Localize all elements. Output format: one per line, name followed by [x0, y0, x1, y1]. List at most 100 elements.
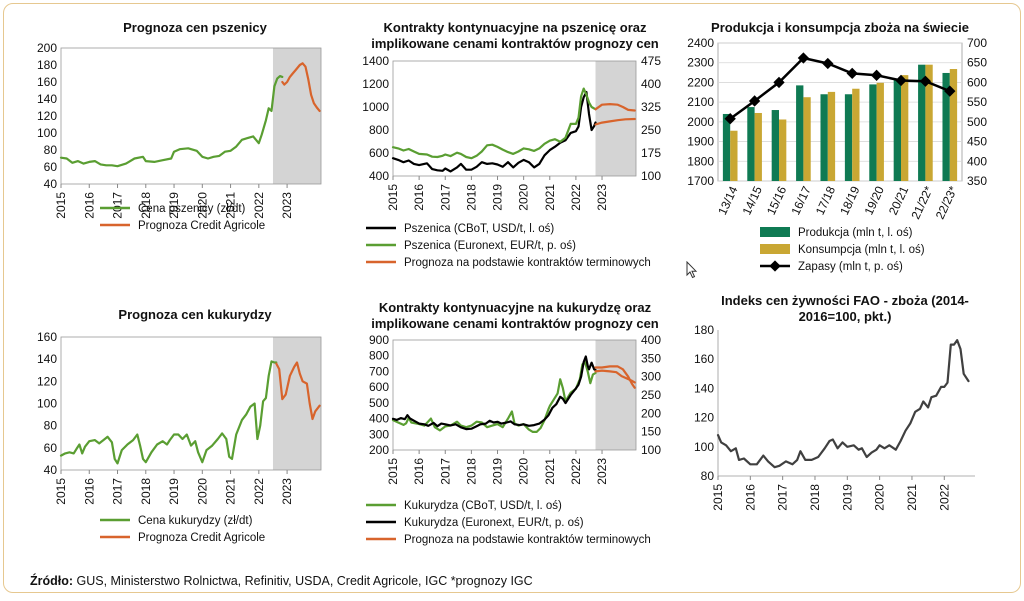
bar-consumption	[754, 112, 762, 181]
x-tick-label: 2019	[491, 458, 505, 485]
bar-production	[820, 94, 828, 181]
y-tick-label: 200	[369, 443, 389, 457]
y-tick-label: 1200	[362, 77, 389, 91]
legend-swatch	[760, 244, 790, 254]
x-tick-label: 2016	[743, 484, 757, 511]
mouse-cursor-icon	[686, 261, 698, 279]
x-tick-label: 2022	[569, 458, 583, 485]
y2-tick-label: 450	[967, 135, 987, 149]
plot-frame	[392, 60, 637, 177]
plot-frame	[392, 339, 637, 451]
x-tick-label: 2020	[517, 184, 531, 211]
y2-tick-label: 400	[641, 333, 661, 347]
x-tick-label: 2018	[464, 458, 478, 485]
legend-label: Pszenica (Euronext, EUR/t, p. oś)	[404, 240, 576, 252]
grain-balance-title: Produkcja i konsumpcja zboża na świecie	[711, 20, 969, 35]
wheat-futures-svg: 400 600 800 1000 1200 1400 100 175 250 325 400 475 2…	[362, 54, 661, 269]
series-line-orange	[594, 365, 636, 389]
x-tick-label: 2018	[808, 484, 822, 511]
corn-chart-title: Prognoza cen kukurydzy	[118, 307, 272, 322]
y-tick-label: 300	[369, 427, 389, 441]
y2-tick-label: 600	[967, 75, 987, 89]
x-tick-label: 2022	[569, 184, 583, 211]
x-tick-label: 2015	[54, 192, 68, 219]
x-tick-label: 2020	[195, 478, 209, 505]
y-tick-label: 120	[37, 109, 57, 123]
x-tick-label: 2023	[280, 192, 294, 219]
y-tick-label: 100	[694, 440, 714, 454]
legend-label: Prognoza Credit Agricole	[138, 220, 265, 232]
x-tick-label: 2018	[139, 192, 153, 219]
x-tick-label: 2016	[412, 458, 426, 485]
x-tick-label: 2020	[873, 484, 887, 511]
y-tick-label: 2300	[687, 56, 714, 70]
fao-index-line	[716, 339, 970, 469]
x-tick-label: 2021	[224, 192, 238, 219]
wheat-futures-title: Kontrakty kontynuacyjne na pszenicę oraz…	[371, 20, 659, 51]
bar-production	[942, 72, 950, 181]
forecast-shading	[272, 337, 321, 470]
legend-label: Prognoza na podstawie kontraktów termino…	[404, 534, 651, 546]
y-tick-label: 1900	[687, 135, 714, 149]
x-tick-label: 2018	[464, 184, 478, 211]
stocks-marker	[822, 57, 834, 70]
y2-tick-label: 475	[641, 54, 661, 68]
y2-tick-label: 400	[967, 154, 987, 168]
y-tick-label: 180	[37, 58, 57, 72]
y2-tick-label: 150	[641, 425, 661, 439]
y-tick-label: 500	[369, 396, 389, 410]
x-tick-label: 2015	[386, 458, 400, 485]
y2-tick-label: 325	[641, 100, 661, 114]
y2-tick-label: 700	[967, 36, 987, 50]
x-tick-label: 2023	[595, 458, 609, 485]
plot-frame	[60, 336, 322, 471]
y2-tick-label: 175	[641, 146, 661, 160]
x-tick-label: 2019	[840, 484, 854, 511]
x-tick-label: 2019	[491, 184, 505, 211]
bar-consumption	[730, 130, 738, 181]
y2-tick-label: 100	[641, 443, 661, 457]
x-tick-label: 2016	[82, 192, 96, 219]
bar-consumption	[779, 119, 787, 181]
x-tick-label: 2017	[438, 458, 452, 485]
y-tick-label: 800	[369, 349, 389, 363]
y-tick-label: 1700	[687, 174, 714, 188]
y-tick-label: 1800	[687, 154, 714, 168]
wheat-chart: 40 60 80 100 120 140 160 180 200 2015 2016 2017 2018…	[37, 41, 322, 232]
stocks-marker	[797, 52, 810, 64]
y2-tick-label: 250	[641, 123, 661, 137]
y-tick-label: 120	[37, 374, 57, 388]
series-line-orange	[275, 361, 321, 421]
series-line-orange	[281, 62, 321, 112]
y-tick-label: 200	[37, 41, 57, 55]
x-tick-label: 2017	[776, 484, 790, 511]
bar-consumption	[852, 88, 860, 181]
fao-title: Indeks cen żywności FAO - zboża (2014-20…	[721, 293, 969, 324]
y-tick-label: 60	[44, 160, 58, 174]
y-tick-label: 600	[369, 380, 389, 394]
bar-consumption	[803, 97, 811, 181]
bar-consumption	[876, 82, 884, 181]
wheat-futures-chart: 400 600 800 1000 1200 1400 100 175 250 325 400 475 2…	[362, 54, 661, 269]
y-tick-label: 40	[44, 463, 58, 477]
bar-production	[893, 78, 901, 181]
x-tick-label: 2023	[595, 184, 609, 211]
x-tick-label: 2015	[711, 484, 725, 511]
bar-production	[771, 110, 779, 181]
x-tick-label: 2021	[543, 458, 557, 485]
y-tick-label: 140	[37, 92, 57, 106]
y-tick-label: 100	[37, 397, 57, 411]
x-tick-label: 2021	[543, 184, 557, 211]
stocks-line	[729, 56, 951, 120]
legend-swatch	[760, 227, 790, 237]
bar-consumption	[827, 91, 836, 181]
y-tick-label: 160	[37, 330, 57, 344]
y2-tick-label: 300	[641, 370, 661, 384]
y-tick-label: 80	[44, 419, 58, 433]
y-tick-label: 160	[694, 352, 714, 366]
series-line-green	[59, 75, 284, 168]
